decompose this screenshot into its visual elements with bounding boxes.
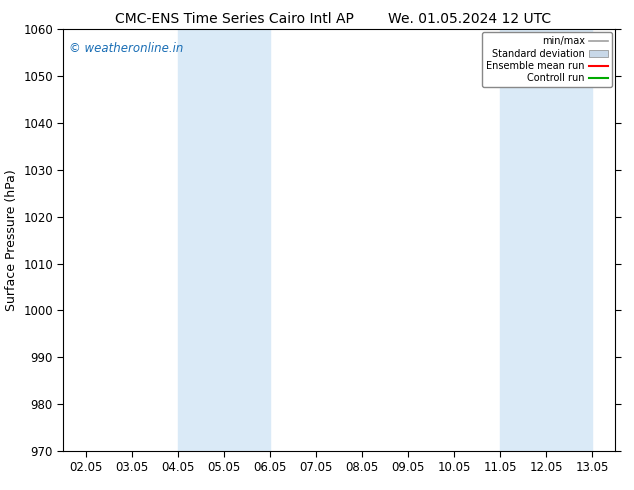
Y-axis label: Surface Pressure (hPa): Surface Pressure (hPa) xyxy=(4,169,18,311)
Text: We. 01.05.2024 12 UTC: We. 01.05.2024 12 UTC xyxy=(387,12,551,26)
Bar xyxy=(500,29,592,451)
Text: © weatheronline.in: © weatheronline.in xyxy=(69,42,183,55)
Bar xyxy=(178,29,270,451)
Legend: min/max, Standard deviation, Ensemble mean run, Controll run: min/max, Standard deviation, Ensemble me… xyxy=(482,32,612,87)
Text: CMC-ENS Time Series Cairo Intl AP: CMC-ENS Time Series Cairo Intl AP xyxy=(115,12,354,26)
